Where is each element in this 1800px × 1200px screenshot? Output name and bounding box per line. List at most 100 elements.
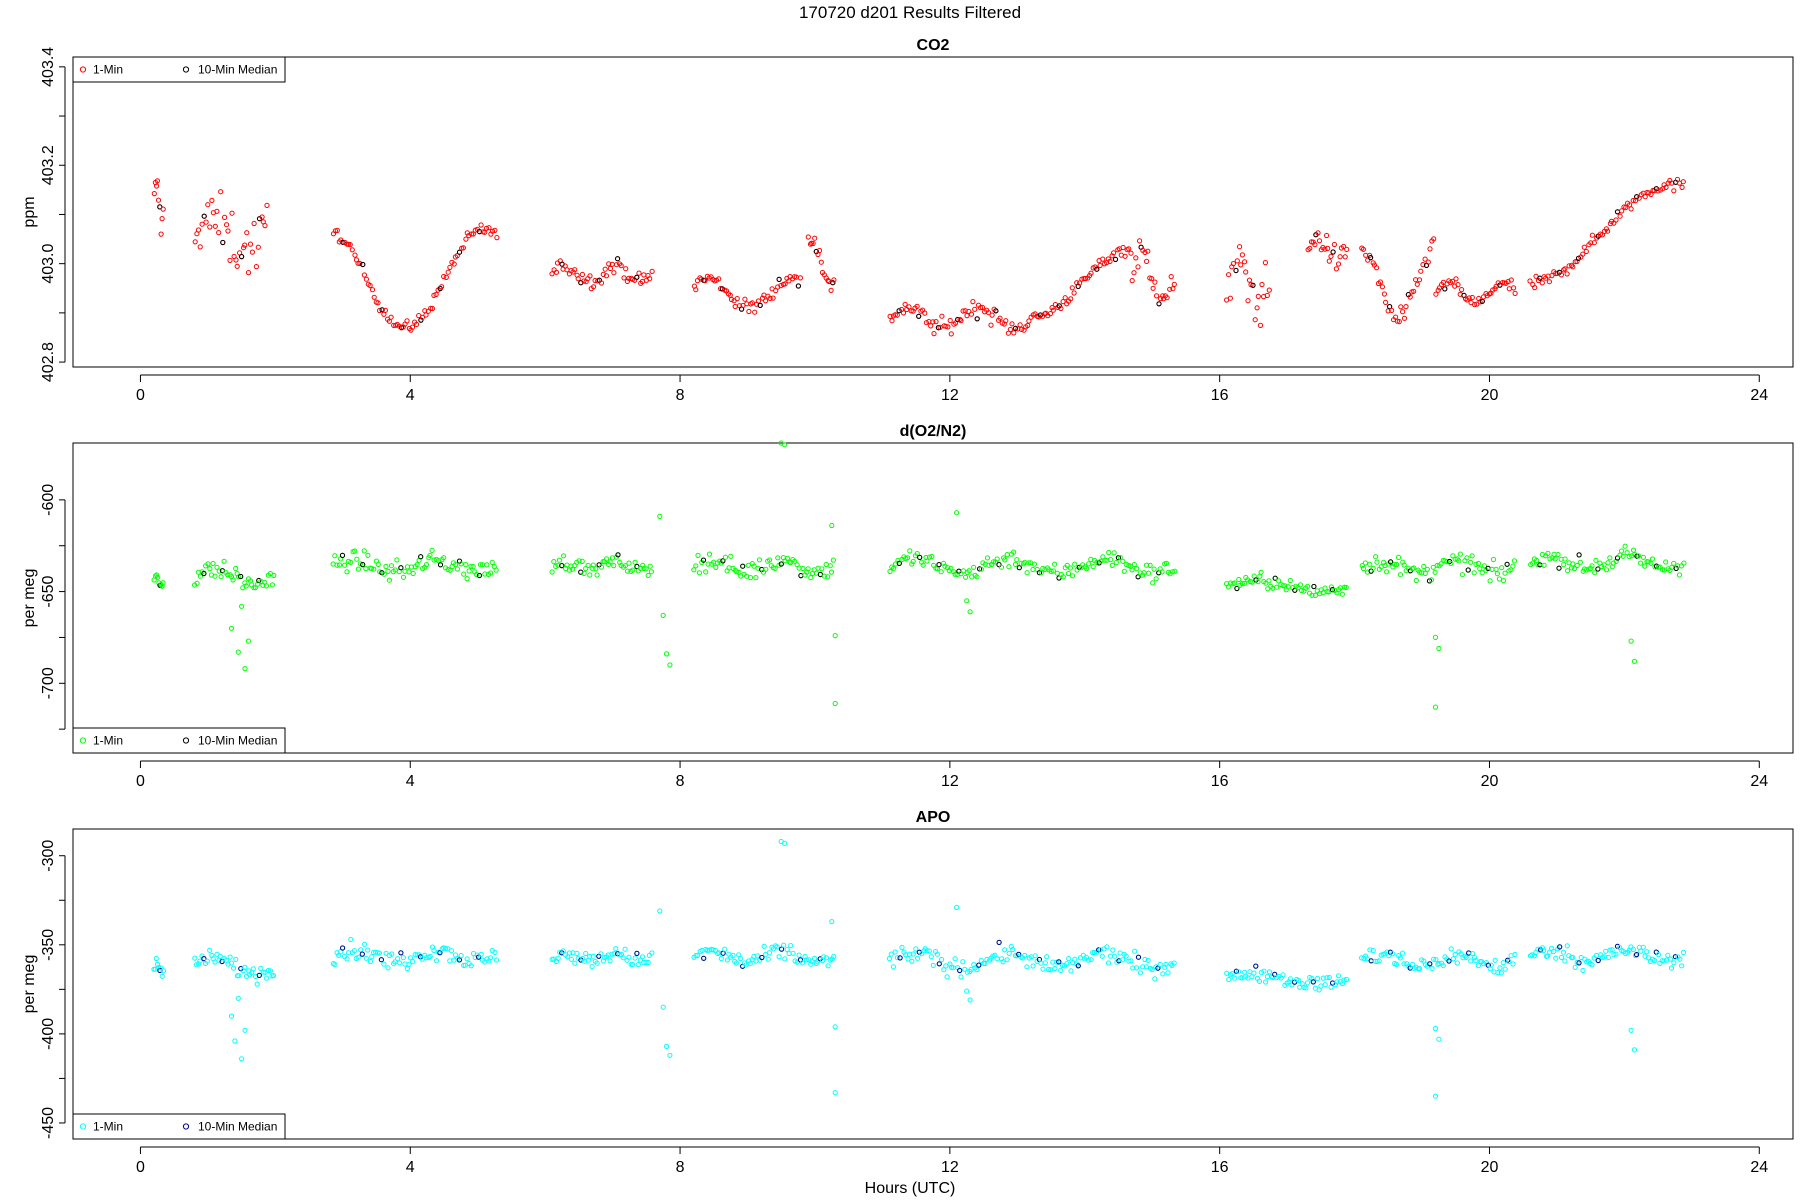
- data-point-o2: [1535, 562, 1541, 568]
- data-point-apo: [1458, 951, 1464, 957]
- data-point-apo: [1318, 983, 1324, 989]
- data-point-co2: [209, 197, 215, 203]
- data-point-apo: [1510, 961, 1516, 967]
- data-point-apo: [159, 973, 165, 979]
- data-point-apo: [1440, 963, 1446, 969]
- data-point-apo: [954, 904, 960, 911]
- data-point-co2: [958, 318, 964, 324]
- data-point-apo: [1431, 956, 1437, 962]
- data-point-co2: [1628, 206, 1634, 212]
- data-point-co2: [155, 197, 162, 203]
- data-point-o2: [1565, 568, 1571, 574]
- data-point-o2: [470, 564, 476, 570]
- data-point-co2: [1511, 285, 1517, 291]
- data-point-co2: [948, 331, 954, 337]
- data-point-o2: [1121, 568, 1127, 574]
- data-point-co2: [227, 257, 233, 263]
- data-point-co2: [1055, 304, 1061, 310]
- data-point-co2: [647, 276, 653, 282]
- median-point-o2: [238, 573, 244, 580]
- data-point-o2: [1428, 577, 1435, 583]
- data-point-o2: [1475, 560, 1482, 567]
- data-point-apo: [1091, 950, 1098, 956]
- data-point-apo: [1638, 948, 1644, 954]
- data-point-co2: [1133, 255, 1139, 261]
- data-point-co2: [1322, 246, 1328, 252]
- median-point-apo: [897, 955, 903, 961]
- data-point-apo: [1506, 958, 1512, 965]
- data-point-o2: [1468, 559, 1474, 565]
- median-point-o2: [917, 554, 923, 561]
- data-point-o2: [832, 633, 838, 639]
- data-point-co2: [1581, 244, 1587, 250]
- data-point-apo: [1256, 978, 1263, 985]
- data-point-apo: [958, 974, 964, 980]
- data-point-co2: [1562, 266, 1568, 272]
- data-point-apo: [646, 952, 653, 959]
- data-point-o2: [641, 565, 647, 572]
- data-point-co2: [439, 284, 445, 290]
- data-point-apo: [228, 1013, 235, 1019]
- data-point-co2: [749, 300, 755, 306]
- data-point-apo: [1432, 1093, 1439, 1099]
- data-point-co2: [419, 314, 425, 320]
- data-point-o2: [775, 555, 781, 561]
- median-point-o2: [996, 562, 1002, 568]
- data-point-co2: [247, 241, 254, 247]
- panel-title-co2: CO2: [917, 37, 950, 54]
- data-point-o2: [1012, 561, 1019, 568]
- median-point-apo: [1427, 961, 1433, 967]
- data-point-o2: [978, 566, 985, 572]
- data-point-apo: [207, 947, 213, 953]
- data-point-o2: [216, 568, 222, 574]
- data-point-co2: [1427, 246, 1433, 252]
- data-point-apo: [1261, 968, 1267, 974]
- data-point-apo: [212, 959, 218, 965]
- median-point-o2: [700, 557, 707, 563]
- data-point-o2: [1588, 566, 1594, 572]
- data-point-o2: [1090, 564, 1096, 570]
- data-point-co2: [1009, 321, 1015, 327]
- data-point-co2: [1508, 277, 1514, 283]
- data-point-co2: [1393, 314, 1399, 320]
- data-point-co2: [1383, 299, 1389, 305]
- legend-box-apo: [72, 1113, 286, 1140]
- data-point-apo: [1042, 960, 1048, 966]
- data-point-o2: [252, 585, 258, 591]
- data-point-co2: [1617, 213, 1623, 219]
- median-point-o2: [418, 554, 424, 560]
- data-point-apo: [1397, 955, 1404, 961]
- data-point-co2: [825, 277, 831, 284]
- median-point-co2: [634, 274, 640, 280]
- data-point-apo: [1472, 955, 1478, 961]
- data-point-apo: [1462, 953, 1468, 959]
- median-point-apo: [1155, 965, 1161, 971]
- data-point-apo: [344, 956, 350, 962]
- data-point-apo: [930, 962, 936, 969]
- data-point-co2: [259, 214, 265, 220]
- data-point-o2: [1413, 577, 1419, 584]
- legend-marker-median-o2: [182, 737, 190, 744]
- data-point-co2: [195, 227, 202, 233]
- data-point-co2: [752, 309, 758, 315]
- median-point-o2: [1115, 555, 1122, 561]
- data-point-o2: [887, 568, 893, 575]
- data-point-o2: [1624, 550, 1630, 556]
- data-point-o2: [212, 573, 218, 579]
- data-point-o2: [948, 565, 954, 571]
- median-point-o2: [1388, 559, 1394, 565]
- data-point-o2: [1411, 565, 1417, 571]
- data-point-o2: [1026, 560, 1032, 566]
- data-point-o2: [751, 563, 757, 569]
- median-point-co2: [1442, 286, 1448, 292]
- median-point-o2: [1614, 555, 1621, 561]
- data-point-co2: [1570, 264, 1576, 270]
- y-tick-label-o2: -700: [40, 667, 57, 699]
- median-point-apo: [936, 961, 942, 967]
- data-point-co2: [1403, 304, 1409, 310]
- plot-frame-co2: [72, 56, 1794, 368]
- data-point-apo: [271, 973, 277, 979]
- data-point-apo: [1336, 973, 1342, 979]
- data-point-co2: [611, 270, 617, 276]
- data-point-apo: [464, 956, 470, 962]
